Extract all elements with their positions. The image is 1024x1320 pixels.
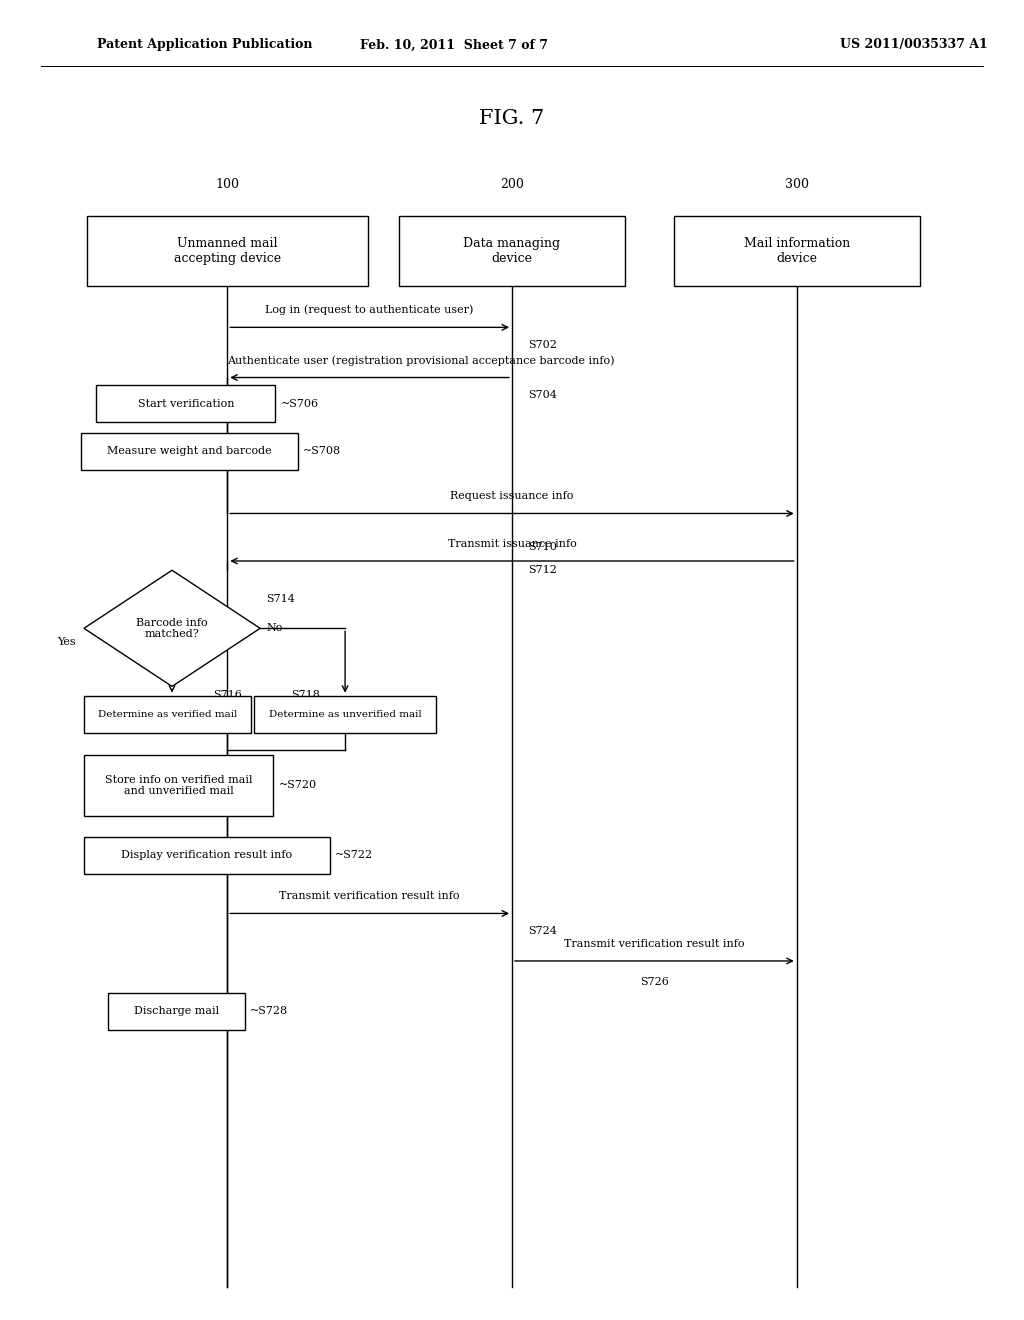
Text: S724: S724 xyxy=(528,925,557,936)
Text: Display verification result info: Display verification result info xyxy=(121,850,293,861)
Text: S704: S704 xyxy=(528,389,557,400)
Text: Discharge mail: Discharge mail xyxy=(133,1006,219,1016)
Text: Store info on verified mail
and unverified mail: Store info on verified mail and unverifi… xyxy=(104,775,253,796)
Text: S714: S714 xyxy=(266,594,295,605)
FancyBboxPatch shape xyxy=(254,696,436,733)
Text: ~S722: ~S722 xyxy=(335,850,373,861)
FancyBboxPatch shape xyxy=(87,216,368,286)
Text: Determine as verified mail: Determine as verified mail xyxy=(97,710,238,718)
Text: S726: S726 xyxy=(640,977,669,987)
FancyBboxPatch shape xyxy=(81,433,298,470)
Text: Feb. 10, 2011  Sheet 7 of 7: Feb. 10, 2011 Sheet 7 of 7 xyxy=(359,38,548,51)
Text: Authenticate user (registration provisional acceptance barcode info): Authenticate user (registration provisio… xyxy=(227,355,614,366)
Polygon shape xyxy=(84,570,260,686)
Text: S718: S718 xyxy=(291,690,319,701)
Text: Transmit issuance info: Transmit issuance info xyxy=(447,539,577,549)
FancyBboxPatch shape xyxy=(84,755,273,816)
Text: Transmit verification result info: Transmit verification result info xyxy=(280,891,460,902)
Text: Log in (request to authenticate user): Log in (request to authenticate user) xyxy=(265,305,474,315)
Text: S712: S712 xyxy=(528,565,557,576)
Text: FIG. 7: FIG. 7 xyxy=(479,110,545,128)
Text: Data managing
device: Data managing device xyxy=(464,238,560,265)
Text: US 2011/0035337 A1: US 2011/0035337 A1 xyxy=(840,38,987,51)
Text: Measure weight and barcode: Measure weight and barcode xyxy=(108,446,271,457)
Text: ~S706: ~S706 xyxy=(281,399,318,409)
Text: Yes: Yes xyxy=(57,636,76,647)
Text: ~S708: ~S708 xyxy=(303,446,341,457)
Text: Start verification: Start verification xyxy=(137,399,234,409)
Text: No: No xyxy=(266,623,283,634)
Text: S716: S716 xyxy=(213,690,242,701)
Text: ~S720: ~S720 xyxy=(279,780,316,791)
Text: Mail information
device: Mail information device xyxy=(743,238,850,265)
Text: S702: S702 xyxy=(528,339,557,350)
Text: 300: 300 xyxy=(784,178,809,191)
Text: Patent Application Publication: Patent Application Publication xyxy=(97,38,312,51)
Text: Request issuance info: Request issuance info xyxy=(451,491,573,502)
Text: ~S728: ~S728 xyxy=(250,1006,288,1016)
Text: Determine as unverified mail: Determine as unverified mail xyxy=(268,710,422,718)
Text: Unmanned mail
accepting device: Unmanned mail accepting device xyxy=(174,238,281,265)
FancyBboxPatch shape xyxy=(108,993,245,1030)
FancyBboxPatch shape xyxy=(84,696,251,733)
Text: Transmit verification result info: Transmit verification result info xyxy=(564,939,744,949)
Text: S710: S710 xyxy=(528,541,557,552)
Text: Barcode info
matched?: Barcode info matched? xyxy=(136,618,208,639)
FancyBboxPatch shape xyxy=(84,837,330,874)
FancyBboxPatch shape xyxy=(399,216,625,286)
Text: 200: 200 xyxy=(500,178,524,191)
Text: 100: 100 xyxy=(215,178,240,191)
FancyBboxPatch shape xyxy=(674,216,920,286)
FancyBboxPatch shape xyxy=(96,385,275,422)
